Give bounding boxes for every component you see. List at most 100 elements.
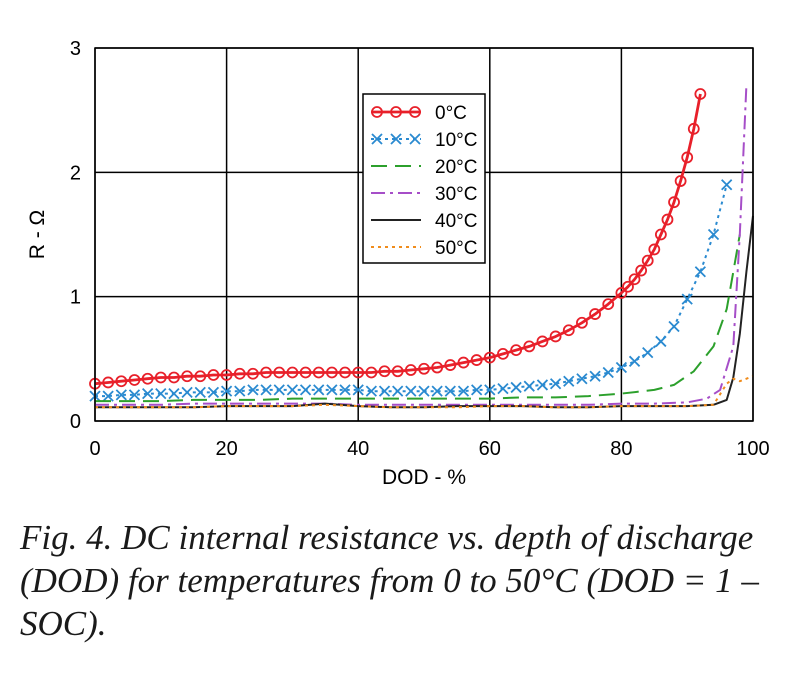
- data-point: [233, 367, 246, 380]
- legend-marker: [371, 133, 383, 145]
- data-point: [339, 366, 351, 379]
- series-6: [95, 375, 754, 409]
- data-point: [339, 384, 351, 396]
- data-point: [563, 375, 575, 387]
- data-point: [391, 365, 404, 378]
- data-point: [273, 366, 286, 379]
- x-tick-label: 60: [479, 438, 501, 460]
- data-point: [444, 359, 457, 371]
- series-1: [89, 88, 707, 390]
- data-point: [471, 384, 483, 396]
- data-point: [681, 151, 694, 164]
- figure-caption: Fig. 4. DC internal resistance vs. depth…: [20, 518, 759, 643]
- series-2: [89, 179, 733, 402]
- data-point: [641, 254, 654, 267]
- data-point: [510, 381, 522, 394]
- data-point: [615, 361, 628, 374]
- data-point: [589, 308, 601, 320]
- data-point: [589, 370, 601, 382]
- data-point: [484, 384, 496, 396]
- data-point: [628, 355, 641, 367]
- data-point: [635, 264, 648, 277]
- data-point: [602, 298, 615, 311]
- data-point: [576, 316, 588, 329]
- data-point: [602, 366, 614, 379]
- data-point: [628, 273, 641, 286]
- data-point: [549, 330, 562, 343]
- y-axis-title: R - Ω: [26, 210, 49, 260]
- data-point: [325, 366, 338, 379]
- x-tick-label: 40: [347, 438, 369, 460]
- data-point: [181, 370, 194, 383]
- series-4: [95, 85, 748, 406]
- data-point: [142, 388, 154, 400]
- x-axis-title: DOD - %: [382, 466, 466, 489]
- series-line: [95, 375, 754, 409]
- series-3: [95, 234, 741, 403]
- data-point: [326, 384, 338, 396]
- data-point: [523, 380, 535, 392]
- legend-label: 0°C: [435, 103, 467, 124]
- data-point: [687, 122, 700, 135]
- data-point: [470, 354, 483, 366]
- data-point: [207, 369, 220, 381]
- data-point: [128, 389, 141, 401]
- data-point: [721, 179, 733, 191]
- plot-border: [94, 47, 754, 422]
- data-point: [299, 366, 312, 379]
- data-point: [444, 385, 456, 397]
- data-point: [661, 213, 674, 226]
- data-point: [352, 384, 364, 396]
- data-point: [405, 385, 417, 397]
- data-point: [674, 175, 687, 187]
- data-point: [497, 347, 509, 360]
- data-point: [418, 362, 430, 375]
- axis-layer: 0 20 40 60 80 100 0 1 2 3: [70, 38, 770, 460]
- data-point: [168, 388, 180, 400]
- data-point: [247, 367, 259, 380]
- data-point: [286, 384, 299, 396]
- x-tick-label: 0: [89, 438, 100, 460]
- data-point: [115, 375, 128, 388]
- data-point: [207, 386, 220, 399]
- legend-label: 40°C: [435, 211, 477, 232]
- legend-marker: [409, 133, 421, 145]
- data-point: [536, 335, 549, 348]
- data-point: [510, 344, 523, 357]
- data-point: [155, 388, 167, 400]
- data-point: [352, 366, 365, 379]
- data-point: [536, 379, 549, 391]
- data-point: [260, 384, 272, 396]
- data-point: [141, 372, 154, 385]
- legend-marker: [409, 106, 421, 118]
- data-point: [457, 356, 470, 369]
- data-point: [576, 373, 588, 385]
- data-point: [654, 228, 667, 241]
- data-point: [642, 346, 654, 359]
- legend-marker: [390, 106, 402, 118]
- data-point: [431, 361, 444, 374]
- data-point: [562, 324, 575, 337]
- x-tick-label: 20: [215, 438, 237, 460]
- data-point: [220, 369, 233, 381]
- data-point: [694, 266, 706, 278]
- legend: 0°C 10°C 20°C 30°C 40°C 50°C: [362, 93, 486, 264]
- data-point: [154, 371, 167, 384]
- series-line: [95, 234, 741, 403]
- legend-label: 10°C: [435, 130, 477, 151]
- data-point: [234, 385, 246, 397]
- legend-label: 50°C: [435, 238, 477, 259]
- data-point: [194, 370, 207, 383]
- data-point: [299, 384, 312, 396]
- data-point: [168, 371, 180, 384]
- legend-label: 20°C: [435, 157, 477, 178]
- data-point: [681, 293, 693, 305]
- chart-area: 0 20 40 60 80 100 0 1 2 3 DOD - % R - Ω 0°C 10°C 20…: [26, 38, 770, 489]
- data-point: [365, 366, 378, 379]
- data-point: [457, 385, 470, 397]
- legend-marker: [371, 106, 383, 118]
- data-point: [102, 390, 114, 402]
- legend-label: 30°C: [435, 184, 477, 205]
- data-point: [392, 385, 404, 397]
- y-tick-label: 0: [70, 411, 81, 433]
